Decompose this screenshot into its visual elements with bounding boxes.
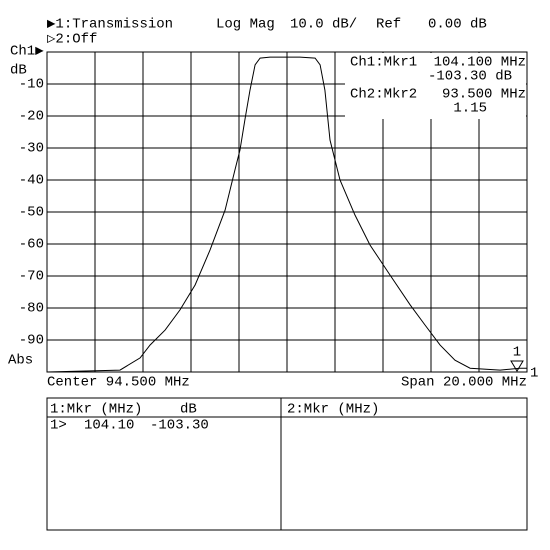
table-cell: 1> (50, 418, 67, 434)
table-header: dB (180, 402, 197, 418)
format: Log Mag (216, 17, 275, 33)
y-tick-label: -10 (19, 77, 44, 93)
y-tick-label: -50 (19, 205, 44, 221)
y-tick-label: -70 (19, 269, 44, 285)
readout-name: Ch2:Mkr2 (350, 87, 417, 103)
y-tick-label: -90 (19, 333, 44, 349)
abs-label: Abs (8, 353, 33, 369)
marker-number: 1 (513, 345, 521, 361)
center-label: Center 94.500 MHz (47, 375, 190, 391)
y-tick-label: -40 (19, 173, 44, 189)
trace2-label: ▷2:Off (47, 32, 97, 48)
readout-x: 93.500 MHz (442, 87, 526, 103)
ref-label: Ref (376, 17, 401, 33)
readout-x: 104.100 MHz (434, 55, 526, 71)
table-header: 1:Mkr (MHz) (50, 402, 142, 418)
y-tick-label: -30 (19, 141, 44, 157)
readout-name: Ch1:Mkr1 (350, 55, 417, 71)
readout-y: 1.15 (453, 101, 487, 117)
trace-label: ▶1:Transmission (47, 17, 173, 33)
marker-glyph (510, 360, 524, 372)
scale: 10.0 dB/ (290, 17, 357, 33)
readout-y: -103.30 dB (428, 69, 512, 85)
channel-label: Ch1▶ (10, 44, 44, 60)
y-tick-label: -80 (19, 301, 44, 317)
ref-value: 0.00 dB (428, 17, 487, 33)
table-cell: 104.10 (84, 418, 134, 434)
y-axis-label: dB (10, 63, 27, 79)
ref-marker: 1 (530, 366, 538, 382)
table-frame (46, 397, 528, 531)
readout-bg (345, 53, 526, 119)
plot-frame (46, 51, 528, 373)
y-tick-label: -20 (19, 109, 44, 125)
table-cell: -103.30 (150, 418, 209, 434)
y-tick-label: -60 (19, 237, 44, 253)
plot (47, 52, 527, 372)
span-label: Span 20.000 MHz (401, 375, 527, 391)
trace (46, 56, 527, 373)
table-header: 2:Mkr (MHz) (287, 402, 379, 418)
